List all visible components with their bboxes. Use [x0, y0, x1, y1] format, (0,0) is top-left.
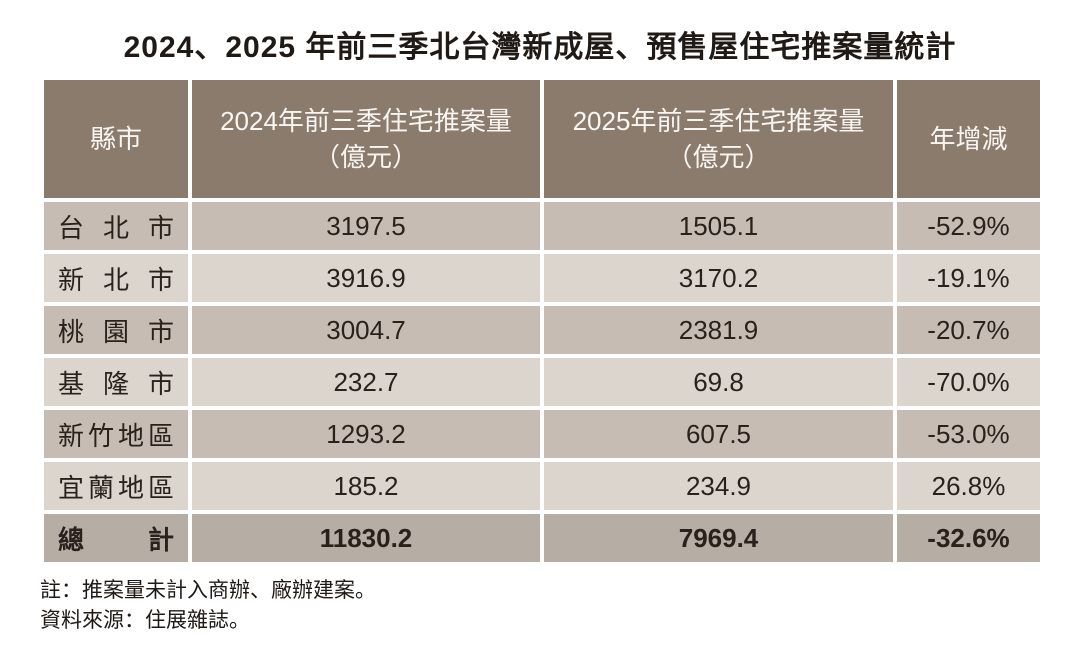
note-line-1: 註：推案量未計入商辦、廠辦建案。: [40, 579, 376, 602]
col-header-2024: 2024年前三季住宅推案量 （億元）: [188, 76, 544, 202]
value-2025-cell: 2381.9: [540, 302, 897, 358]
value-2025-cell: 234.9: [540, 458, 897, 514]
yoy-cell: -53.0%: [893, 406, 1044, 462]
total-yoy-cell: -32.6%: [893, 510, 1044, 566]
city-cell: 宜蘭地區: [40, 458, 192, 514]
city-cell: 新竹地區: [40, 406, 192, 462]
city-cell: 新北市: [40, 250, 192, 306]
yoy-cell: -20.7%: [893, 302, 1044, 358]
city-label: 桃園市: [58, 316, 174, 347]
value-2025-cell: 69.8: [540, 354, 897, 410]
total-2024-cell: 11830.2: [188, 510, 544, 566]
col-header-2025: 2025年前三季住宅推案量 （億元）: [540, 76, 897, 202]
city-label: 台北市: [58, 212, 174, 243]
value-2025-cell: 607.5: [540, 406, 897, 462]
city-cell: 基隆市: [40, 354, 192, 410]
value-2024-cell: 3916.9: [188, 250, 544, 306]
note-line-2: 資料來源：住展雜誌。: [40, 609, 250, 632]
city-label: 新竹地區: [58, 420, 174, 451]
value-2024-cell: 3197.5: [188, 198, 544, 254]
city-label: 基隆市: [58, 368, 174, 399]
yoy-cell: 26.8%: [893, 458, 1044, 514]
city-cell: 桃園市: [40, 302, 192, 358]
col-header-city: 縣市: [40, 76, 192, 202]
value-2024-cell: 232.7: [188, 354, 544, 410]
col-header-city-label: 縣市: [89, 124, 142, 154]
yoy-cell: -19.1%: [893, 250, 1044, 306]
city-label: 新北市: [58, 264, 174, 295]
value-2025-cell: 1505.1: [540, 198, 897, 254]
table-row: 基隆市 232.7 69.8 -70.0%: [40, 354, 1044, 410]
yoy-cell: -52.9%: [893, 198, 1044, 254]
total-2025-cell: 7969.4: [540, 510, 897, 566]
total-label-cell: 總計: [40, 510, 192, 566]
table-row: 桃園市 3004.7 2381.9 -20.7%: [40, 302, 1044, 358]
header-row: 縣市 2024年前三季住宅推案量 （億元） 2025年前三季住宅推案量 （億元）…: [40, 76, 1044, 202]
yoy-cell: -70.0%: [893, 354, 1044, 410]
footnotes: 註：推案量未計入商辦、廠辦建案。 資料來源：住展雜誌。: [40, 576, 1080, 636]
total-row: 總計 11830.2 7969.4 -32.6%: [40, 510, 1044, 566]
col-header-yoy: 年增減: [893, 76, 1044, 202]
stats-table: 縣市 2024年前三季住宅推案量 （億元） 2025年前三季住宅推案量 （億元）…: [40, 76, 1044, 566]
table-row: 新竹地區 1293.2 607.5 -53.0%: [40, 406, 1044, 462]
city-label: 宜蘭地區: [58, 472, 174, 503]
value-2024-cell: 3004.7: [188, 302, 544, 358]
page-title: 2024、2025 年前三季北台灣新成屋、預售屋住宅推案量統計: [123, 31, 957, 64]
city-cell: 台北市: [40, 198, 192, 254]
table-row: 新北市 3916.9 3170.2 -19.1%: [40, 250, 1044, 306]
value-2024-cell: 1293.2: [188, 406, 544, 462]
total-label: 總計: [58, 524, 174, 555]
value-2025-cell: 3170.2: [540, 250, 897, 306]
table-row: 宜蘭地區 185.2 234.9 26.8%: [40, 458, 1044, 514]
table-row: 台北市 3197.5 1505.1 -52.9%: [40, 198, 1044, 254]
value-2024-cell: 185.2: [188, 458, 544, 514]
